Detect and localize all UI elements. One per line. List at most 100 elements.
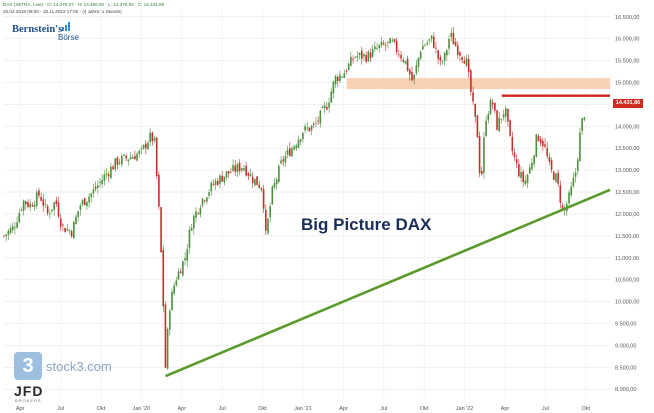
- candle-body: [234, 165, 237, 172]
- candle-body: [201, 198, 204, 206]
- candle-body: [489, 99, 492, 115]
- candle-body: [500, 118, 503, 120]
- y-tick-label: 9.000,00: [615, 343, 636, 349]
- y-tick-label: 11.000,00: [615, 256, 639, 262]
- candle-body: [518, 164, 520, 177]
- candle-body: [474, 103, 477, 117]
- candle-body: [334, 76, 337, 85]
- y-tick-label: 8.000,00: [615, 387, 636, 393]
- candle-body: [40, 197, 42, 201]
- candle-body: [230, 172, 232, 174]
- candle-body: [280, 160, 282, 164]
- candle-body: [332, 81, 335, 94]
- candle-body: [140, 148, 143, 149]
- candle-body: [317, 120, 319, 122]
- candle-body: [555, 173, 557, 182]
- candle-body: [77, 211, 79, 218]
- candle-body: [121, 156, 123, 165]
- candle-body: [260, 187, 263, 190]
- candle-body: [369, 52, 372, 59]
- candle-body: [206, 197, 208, 202]
- candle-body: [288, 148, 291, 156]
- candle-body: [550, 160, 553, 170]
- candle-body: [236, 164, 239, 173]
- candle-body: [476, 115, 479, 138]
- candle-body: [387, 41, 389, 43]
- candle-body: [515, 159, 518, 164]
- candle-body: [411, 71, 413, 81]
- y-axis: 16.500,0016.000,0015.500,0015.000,0014.5…: [615, 15, 639, 393]
- candle-body: [343, 73, 346, 78]
- candle-body: [378, 44, 381, 48]
- y-tick-label: 16.500,00: [615, 15, 639, 21]
- uptrend-line: [165, 188, 611, 378]
- candle-body: [162, 249, 165, 307]
- candle-body: [552, 171, 555, 180]
- candle-body: [574, 172, 577, 177]
- last-price-badge: 14.431,86: [613, 99, 643, 108]
- candle-body: [147, 142, 149, 150]
- candle-body: [432, 36, 435, 48]
- candle-body: [308, 127, 311, 132]
- candle-body: [581, 118, 583, 132]
- candle-body: [158, 174, 160, 207]
- y-tick-label: 8.500,00: [615, 365, 636, 371]
- candle-body: [441, 61, 444, 63]
- candle-body: [225, 171, 228, 178]
- y-tick-label: 12.500,00: [615, 190, 639, 196]
- candle-body: [524, 180, 527, 185]
- candle-body: [380, 41, 383, 46]
- candle-body: [352, 58, 354, 60]
- candle-body: [428, 39, 431, 41]
- candle-body: [81, 200, 84, 205]
- candle-body: [232, 165, 234, 171]
- candle-body: [35, 192, 38, 206]
- candle-body: [145, 143, 147, 149]
- candle-body: [127, 159, 130, 161]
- candle-body: [463, 60, 466, 64]
- candle-body: [136, 153, 138, 161]
- candle-body: [79, 205, 82, 210]
- candle-body: [223, 176, 226, 183]
- x-axis: Apr Jul Okt Jan '20 Apr Jul Okt Jan '21 Apr Jul Ok…: [16, 406, 591, 412]
- candle-body: [456, 45, 459, 55]
- candle-body: [520, 171, 522, 178]
- candle-body: [319, 110, 322, 124]
- candle-body: [297, 139, 300, 148]
- candle-body: [101, 180, 103, 185]
- candle-body: [389, 38, 391, 44]
- candle-body: [448, 38, 450, 49]
- candle-body: [282, 159, 285, 162]
- candle-body: [365, 55, 367, 62]
- candle-body: [42, 199, 45, 206]
- candle-body: [526, 174, 529, 184]
- candle-body: [188, 229, 191, 248]
- candle-body: [341, 76, 343, 78]
- candle-body: [367, 51, 370, 62]
- candle-body: [522, 171, 525, 183]
- x-tick-label: Okt: [420, 406, 429, 412]
- candle-body: [51, 209, 53, 212]
- candle-body: [62, 224, 64, 226]
- candle-body: [199, 207, 202, 215]
- x-tick-label: Jan '20: [133, 406, 151, 412]
- candle-body: [169, 310, 171, 330]
- candle-body: [88, 196, 90, 203]
- x-tick-label: Okt: [581, 406, 590, 412]
- candle-body: [487, 114, 490, 121]
- candle-body: [160, 207, 162, 253]
- candle-body: [262, 189, 265, 209]
- candle-body: [404, 60, 407, 64]
- candle-body: [11, 226, 14, 230]
- candle-body: [14, 227, 16, 229]
- candle-body: [302, 132, 304, 140]
- candle-body: [114, 158, 117, 170]
- boerse-label: Börse: [58, 33, 79, 42]
- candle-body: [271, 186, 274, 205]
- candle-body: [511, 136, 514, 152]
- candle-body: [467, 59, 470, 73]
- candle-body: [16, 222, 18, 228]
- candle-body: [533, 155, 535, 164]
- x-tick-label: Apr: [177, 406, 186, 412]
- candle-body: [286, 149, 289, 155]
